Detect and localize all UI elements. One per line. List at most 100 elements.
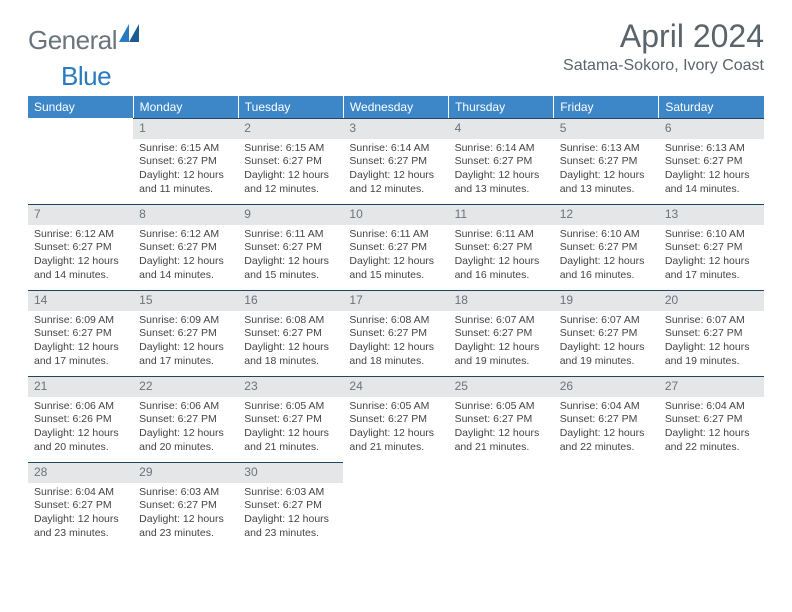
sunrise-text: Sunrise: 6:06 AM [34,400,127,414]
weekday-header: Saturday [659,96,764,118]
sunset-text: Sunset: 6:27 PM [455,413,548,427]
sunset-text: Sunset: 6:27 PM [244,155,337,169]
daylight-text: Daylight: 12 hours and 22 minutes. [560,427,653,454]
day-number: 26 [554,376,659,397]
day-content: Sunrise: 6:11 AMSunset: 6:27 PMDaylight:… [449,225,554,286]
sunrise-text: Sunrise: 6:12 AM [34,228,127,242]
sunset-text: Sunset: 6:27 PM [244,241,337,255]
sunset-text: Sunset: 6:27 PM [34,499,127,513]
calendar-week-row: 7Sunrise: 6:12 AMSunset: 6:27 PMDaylight… [28,204,764,290]
calendar-day-cell: 6Sunrise: 6:13 AMSunset: 6:27 PMDaylight… [659,118,764,204]
weekday-header-row: Sunday Monday Tuesday Wednesday Thursday… [28,96,764,118]
calendar-day-cell: 29Sunrise: 6:03 AMSunset: 6:27 PMDayligh… [133,462,238,548]
day-number: 21 [28,376,133,397]
sunrise-text: Sunrise: 6:05 AM [455,400,548,414]
calendar-day-cell: 17Sunrise: 6:08 AMSunset: 6:27 PMDayligh… [343,290,448,376]
calendar-day-cell: 15Sunrise: 6:09 AMSunset: 6:27 PMDayligh… [133,290,238,376]
weekday-header: Thursday [449,96,554,118]
daylight-text: Daylight: 12 hours and 21 minutes. [244,427,337,454]
day-number: 9 [238,204,343,225]
calendar-day-cell [449,462,554,548]
sunrise-text: Sunrise: 6:08 AM [349,314,442,328]
daylight-text: Daylight: 12 hours and 15 minutes. [349,255,442,282]
calendar-day-cell: 14Sunrise: 6:09 AMSunset: 6:27 PMDayligh… [28,290,133,376]
sunrise-text: Sunrise: 6:11 AM [349,228,442,242]
day-content: Sunrise: 6:04 AMSunset: 6:27 PMDaylight:… [554,397,659,458]
calendar-table: Sunday Monday Tuesday Wednesday Thursday… [28,96,764,548]
calendar-day-cell: 7Sunrise: 6:12 AMSunset: 6:27 PMDaylight… [28,204,133,290]
daylight-text: Daylight: 12 hours and 18 minutes. [349,341,442,368]
logo-text-general: General [28,25,117,56]
calendar-day-cell: 11Sunrise: 6:11 AMSunset: 6:27 PMDayligh… [449,204,554,290]
sunrise-text: Sunrise: 6:11 AM [455,228,548,242]
calendar-day-cell: 30Sunrise: 6:03 AMSunset: 6:27 PMDayligh… [238,462,343,548]
day-content: Sunrise: 6:04 AMSunset: 6:27 PMDaylight:… [659,397,764,458]
sunset-text: Sunset: 6:27 PM [665,241,758,255]
day-content: Sunrise: 6:15 AMSunset: 6:27 PMDaylight:… [238,139,343,200]
calendar-day-cell: 22Sunrise: 6:06 AMSunset: 6:27 PMDayligh… [133,376,238,462]
calendar-day-cell: 13Sunrise: 6:10 AMSunset: 6:27 PMDayligh… [659,204,764,290]
sunrise-text: Sunrise: 6:10 AM [665,228,758,242]
sunset-text: Sunset: 6:27 PM [665,155,758,169]
daylight-text: Daylight: 12 hours and 14 minutes. [139,255,232,282]
daylight-text: Daylight: 12 hours and 14 minutes. [665,169,758,196]
day-number: 17 [343,290,448,311]
sunrise-text: Sunrise: 6:03 AM [244,486,337,500]
day-number: 5 [554,118,659,139]
sunset-text: Sunset: 6:27 PM [139,155,232,169]
daylight-text: Daylight: 12 hours and 19 minutes. [455,341,548,368]
sunset-text: Sunset: 6:27 PM [349,241,442,255]
calendar-day-cell: 19Sunrise: 6:07 AMSunset: 6:27 PMDayligh… [554,290,659,376]
calendar-day-cell: 26Sunrise: 6:04 AMSunset: 6:27 PMDayligh… [554,376,659,462]
sunrise-text: Sunrise: 6:15 AM [244,142,337,156]
day-number: 20 [659,290,764,311]
sunset-text: Sunset: 6:27 PM [244,499,337,513]
daylight-text: Daylight: 12 hours and 21 minutes. [455,427,548,454]
sunrise-text: Sunrise: 6:09 AM [139,314,232,328]
daylight-text: Daylight: 12 hours and 14 minutes. [34,255,127,282]
calendar-day-cell: 1Sunrise: 6:15 AMSunset: 6:27 PMDaylight… [133,118,238,204]
sunset-text: Sunset: 6:27 PM [244,413,337,427]
day-number: 23 [238,376,343,397]
sunset-text: Sunset: 6:27 PM [349,413,442,427]
daylight-text: Daylight: 12 hours and 12 minutes. [349,169,442,196]
sunset-text: Sunset: 6:27 PM [560,155,653,169]
calendar-day-cell: 10Sunrise: 6:11 AMSunset: 6:27 PMDayligh… [343,204,448,290]
day-content: Sunrise: 6:14 AMSunset: 6:27 PMDaylight:… [449,139,554,200]
day-content: Sunrise: 6:03 AMSunset: 6:27 PMDaylight:… [133,483,238,544]
sunrise-text: Sunrise: 6:13 AM [665,142,758,156]
sunrise-text: Sunrise: 6:04 AM [34,486,127,500]
day-number: 30 [238,462,343,483]
calendar-day-cell: 3Sunrise: 6:14 AMSunset: 6:27 PMDaylight… [343,118,448,204]
sunrise-text: Sunrise: 6:13 AM [560,142,653,156]
day-number: 4 [449,118,554,139]
sunrise-text: Sunrise: 6:04 AM [665,400,758,414]
logo: General [28,18,141,57]
sunset-text: Sunset: 6:27 PM [139,327,232,341]
calendar-day-cell: 23 Sunrise: 6:05 AMSunset: 6:27 PMDayligh… [238,376,343,462]
day-number: 24 [343,376,448,397]
sunrise-text: Sunrise: 6:05 AM [349,400,442,414]
calendar-day-cell [554,462,659,548]
sunset-text: Sunset: 6:27 PM [34,241,127,255]
sunrise-text: Sunrise: 6:06 AM [139,400,232,414]
sunset-text: Sunset: 6:27 PM [455,327,548,341]
day-content: Sunrise: 6:13 AMSunset: 6:27 PMDaylight:… [659,139,764,200]
day-content: Sunrise: 6:07 AMSunset: 6:27 PMDaylight:… [449,311,554,372]
calendar-day-cell: 12Sunrise: 6:10 AMSunset: 6:27 PMDayligh… [554,204,659,290]
day-number: 27 [659,376,764,397]
calendar-week-row: 28Sunrise: 6:04 AMSunset: 6:27 PMDayligh… [28,462,764,548]
daylight-text: Daylight: 12 hours and 20 minutes. [139,427,232,454]
calendar-week-row: 14Sunrise: 6:09 AMSunset: 6:27 PMDayligh… [28,290,764,376]
day-number: 1 [133,118,238,139]
day-content: Sunrise: 6:09 AMSunset: 6:27 PMDaylight:… [28,311,133,372]
weekday-header: Monday [133,96,238,118]
day-number: 28 [28,462,133,483]
day-number: 22 [133,376,238,397]
daylight-text: Daylight: 12 hours and 20 minutes. [34,427,127,454]
day-content: Sunrise: 6:05 AMSunset: 6:27 PMDaylight:… [343,397,448,458]
daylight-text: Daylight: 12 hours and 17 minutes. [665,255,758,282]
day-content: Sunrise: 6:07 AMSunset: 6:27 PMDaylight:… [554,311,659,372]
day-number: 8 [133,204,238,225]
sunrise-text: Sunrise: 6:05 AM [244,400,337,414]
